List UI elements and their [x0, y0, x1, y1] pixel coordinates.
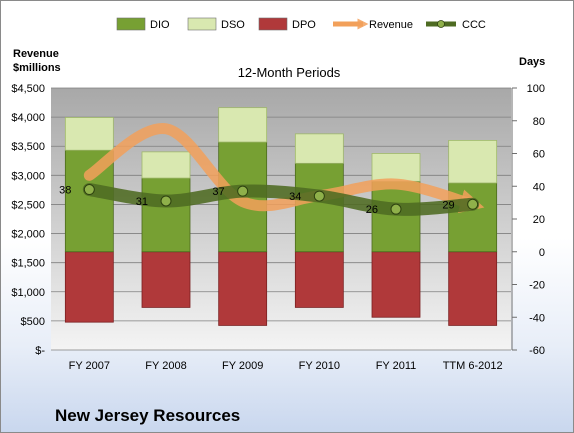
dso-bar [294, 133, 344, 164]
dio-bar [371, 180, 421, 253]
category-label: FY 2009 [222, 360, 263, 372]
legend-swatch-dio [116, 17, 146, 31]
left-tick-label: $1,500 [11, 258, 45, 270]
ccc-point [390, 203, 402, 215]
left-tick-label: $500 [21, 316, 45, 328]
dso-bar [371, 153, 421, 182]
dpo-bar [294, 251, 344, 308]
right-tick-label: -60 [529, 345, 545, 357]
dio-bar [294, 162, 344, 253]
dpo-bar [371, 251, 421, 318]
bars [64, 107, 498, 326]
right-tick-label: 100 [527, 83, 545, 95]
category-label: FY 2008 [145, 360, 186, 372]
legend-label: DSO [221, 19, 245, 31]
ccc-point [83, 184, 95, 196]
right-tick-label: 20 [533, 214, 545, 226]
chart-title: 12-Month Periods [238, 65, 341, 80]
right-tick-label: 80 [533, 116, 545, 128]
dpo-bar [218, 251, 268, 326]
left-tick-label: $2,500 [11, 199, 45, 211]
plot-area [51, 88, 511, 350]
legend-swatch-dso [187, 17, 217, 31]
left-axis-title-line1: Revenue [13, 48, 59, 60]
ccc-data-label: 31 [136, 196, 148, 208]
left-tick-label: $- [35, 345, 45, 357]
legend-marker-ccc [437, 20, 445, 28]
right-axis: -60 -40 -20 0 20 40 60 80 100 [511, 83, 545, 357]
left-tick-label: $1,000 [11, 287, 45, 299]
data-labels: 38 31 37 34 26 29 [59, 185, 455, 217]
right-axis-title: Days [519, 56, 545, 68]
right-tick-label: -40 [529, 312, 545, 324]
dso-bar [448, 139, 498, 184]
dso-bar [64, 117, 114, 151]
category-label: FY 2011 [376, 360, 417, 372]
left-tick-label: $3,000 [11, 170, 45, 182]
ccc-point [313, 190, 325, 202]
left-tick-label: $4,000 [11, 112, 45, 124]
left-axis: $- $500 $1,000 $1,500 $2,000 $2,500 $3,000 $3,5… [11, 83, 45, 357]
dso-bar [218, 107, 268, 143]
category-axis: FY 2007 FY 2008 FY 2009 FY 2010 FY 2011 TTM 6… [69, 360, 503, 372]
revenue-point [242, 201, 244, 203]
legend-label: DIO [150, 19, 170, 31]
legend: DIO DSO DPO Revenue CCC [116, 17, 486, 31]
left-axis-title-line2: $millions [13, 62, 61, 74]
ccc-line [82, 183, 480, 216]
company-name: New Jersey Resources [55, 406, 241, 425]
dio-bar [141, 177, 191, 253]
chart-svg: DIO DSO DPO Revenue CCC Revenue $millions Da… [11, 17, 545, 372]
ccc-data-label: 29 [442, 199, 454, 211]
ccc-data-label: 38 [59, 185, 71, 197]
category-label: TTM 6-2012 [443, 360, 503, 372]
revenue-point [88, 174, 90, 176]
left-tick-label: $4,500 [11, 83, 45, 95]
dpo-bar [141, 251, 191, 308]
right-tick-label: 40 [533, 181, 545, 193]
ccc-data-label: 37 [212, 186, 224, 198]
revenue-point [395, 183, 397, 185]
dpo-bar [64, 251, 114, 323]
ccc-point [237, 185, 249, 197]
category-label: FY 2007 [69, 360, 110, 372]
gridlines [51, 87, 511, 351]
revenue-point [165, 128, 167, 130]
legend-label: DPO [292, 19, 316, 31]
revenue-line [83, 123, 485, 214]
dso-bar [141, 151, 191, 179]
legend-swatch-dpo [258, 17, 288, 31]
right-tick-label: 0 [539, 247, 545, 259]
ccc-point [160, 195, 172, 207]
category-label: FY 2010 [299, 360, 340, 372]
ccc-data-label: 34 [289, 191, 301, 203]
left-tick-label: $2,000 [11, 229, 45, 241]
dpo-bar [448, 251, 498, 326]
legend-label: Revenue [369, 19, 413, 31]
ccc-point [467, 198, 479, 210]
right-tick-label: -20 [529, 280, 545, 292]
legend-label: CCC [462, 19, 486, 31]
right-tick-label: 60 [533, 149, 545, 161]
ccc-data-label: 26 [366, 204, 378, 216]
left-tick-label: $3,500 [11, 141, 45, 153]
lines [82, 123, 485, 216]
